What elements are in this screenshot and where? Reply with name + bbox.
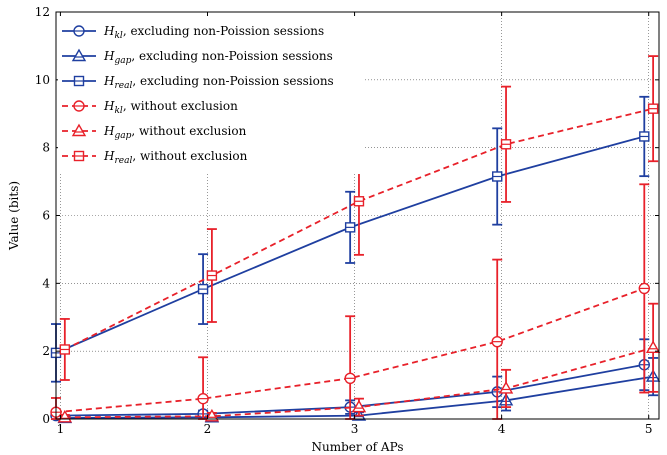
legend-box	[58, 16, 364, 174]
data-point	[351, 399, 367, 413]
legend-entry: Hkl, without exclusion	[62, 99, 238, 116]
legend-label-sub: gap	[114, 56, 131, 66]
legend-label-rest: , without exclusion	[131, 124, 246, 138]
legend-label: Hreal, without exclusion	[103, 149, 248, 166]
legend-label-main: H	[103, 99, 115, 113]
legend-label: Hkl, without exclusion	[103, 99, 238, 116]
x-tick-label: 1	[57, 422, 65, 436]
legend-label-main: H	[103, 74, 115, 88]
legend-label-sub: kl	[114, 106, 122, 116]
legend-marker	[71, 123, 87, 137]
legend-label-sub: real	[114, 81, 132, 91]
legend: Hkl, excluding non-Poission sessionsHgap…	[58, 16, 364, 174]
x-tick-label: 3	[351, 422, 359, 436]
series-3	[50, 183, 650, 420]
legend-label-rest: , without exclusion	[123, 99, 238, 113]
legend-label: Hgap, without exclusion	[103, 124, 247, 141]
legend-label-rest: , excluding non-Poission sessions	[132, 74, 333, 88]
y-tick-label: 2	[42, 344, 50, 358]
legend-entry: Hkl, excluding non-Poission sessions	[62, 24, 324, 41]
legend-label: Hreal, excluding non-Poission sessions	[103, 74, 334, 91]
legend-entry: Hreal, without exclusion	[62, 149, 248, 166]
y-tick-label: 10	[35, 73, 50, 87]
x-axis-label: Number of APs	[312, 440, 404, 454]
x-tick-label: 5	[645, 422, 653, 436]
y-tick-label: 4	[42, 276, 50, 290]
data-point	[645, 340, 661, 353]
legend-marker	[71, 48, 87, 62]
data-point	[204, 408, 220, 422]
legend-label-main: H	[103, 49, 115, 63]
y-tick-label: 6	[42, 209, 50, 223]
x-tick-label: 4	[498, 422, 506, 436]
legend-label-rest: , without exclusion	[132, 149, 247, 163]
legend-label: Hgap, excluding non-Poission sessions	[103, 49, 333, 66]
legend-label-rest: , excluding non-Poission sessions	[131, 49, 332, 63]
legend-label-main: H	[103, 24, 115, 38]
legend-label-sub: gap	[114, 131, 131, 141]
legend-label-main: H	[103, 124, 115, 138]
legend-label-sub: kl	[114, 31, 122, 41]
legend-label-sub: real	[114, 156, 132, 166]
legend-entry: Hgap, excluding non-Poission sessions	[62, 48, 333, 66]
legend-label: Hkl, excluding non-Poission sessions	[103, 24, 324, 41]
y-tick-label: 12	[35, 5, 50, 19]
y-axis-label: Value (bits)	[7, 181, 21, 251]
legend-label-main: H	[103, 149, 115, 163]
x-tick-label: 2	[204, 422, 212, 436]
legend-label-rest: , excluding non-Poission sessions	[123, 24, 324, 38]
y-tick-label: 0	[42, 412, 50, 426]
legend-entry: Hreal, excluding non-Poission sessions	[62, 74, 334, 91]
data-point	[498, 381, 514, 394]
y-tick-label: 8	[42, 141, 50, 155]
legend-entry: Hgap, without exclusion	[62, 123, 247, 141]
